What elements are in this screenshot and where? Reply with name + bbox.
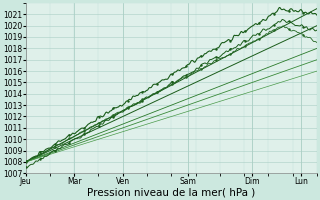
X-axis label: Pression niveau de la mer( hPa ): Pression niveau de la mer( hPa ) (87, 187, 256, 197)
